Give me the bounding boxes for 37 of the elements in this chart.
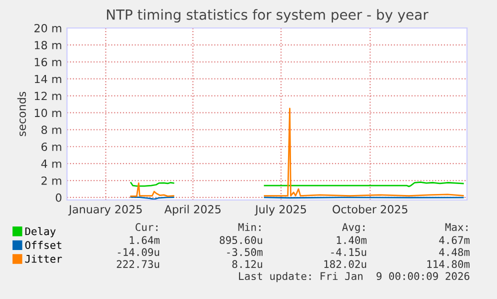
text: 4.48m bbox=[439, 248, 470, 256]
y-tick-label: 18 m bbox=[34, 40, 62, 50]
chart-title: NTP timing statistics for system peer - by year bbox=[106, 9, 428, 23]
text: Max: bbox=[445, 223, 468, 232]
y-tick-label: 6 m bbox=[41, 142, 62, 151]
y-tick-label: 10 m bbox=[34, 108, 62, 118]
x-tick-label: January 2025 bbox=[68, 205, 142, 216]
text: Last update: Fri Jan 9 00:00:09 2026 bbox=[239, 272, 470, 282]
text: -4.15u bbox=[331, 248, 366, 256]
y-tick-label: 20 m bbox=[34, 24, 62, 32]
y-tick-label: 16 m bbox=[34, 58, 62, 66]
text: 182.02u bbox=[324, 260, 366, 268]
y-tick-label: 0 bbox=[56, 193, 62, 202]
x-tick-label: October 2025 bbox=[332, 204, 408, 214]
y-tick-label: 4 m bbox=[41, 160, 62, 168]
text: Avg: bbox=[342, 223, 364, 234]
y-tick-label: 2 m bbox=[42, 176, 62, 185]
text: 1.40m bbox=[336, 236, 367, 244]
text: 1.64m bbox=[130, 236, 160, 244]
text: -3.50m bbox=[227, 248, 263, 256]
text: Min: bbox=[238, 222, 260, 231]
text: -14.09u bbox=[118, 248, 160, 256]
y-tick-label: 12 m bbox=[34, 92, 62, 100]
legend-label: Jitter bbox=[25, 254, 62, 263]
legend-label: Offset bbox=[25, 240, 62, 249]
legend-label: Delay bbox=[25, 227, 56, 238]
text: 4.67m bbox=[439, 236, 470, 244]
text: 895.60u bbox=[220, 236, 262, 244]
text: 222.73u bbox=[116, 260, 160, 268]
text: Cur: bbox=[136, 223, 158, 232]
x-tick-label: July 2025 bbox=[254, 204, 306, 216]
x-tick-label: April 2025 bbox=[164, 204, 221, 216]
y-tick-label: 14 m bbox=[34, 74, 62, 84]
text: 114.80m bbox=[427, 260, 470, 268]
y-axis-title: seconds bbox=[17, 92, 26, 136]
y-tick-label: 8 m bbox=[41, 126, 62, 134]
text: 8.12u bbox=[232, 260, 262, 268]
